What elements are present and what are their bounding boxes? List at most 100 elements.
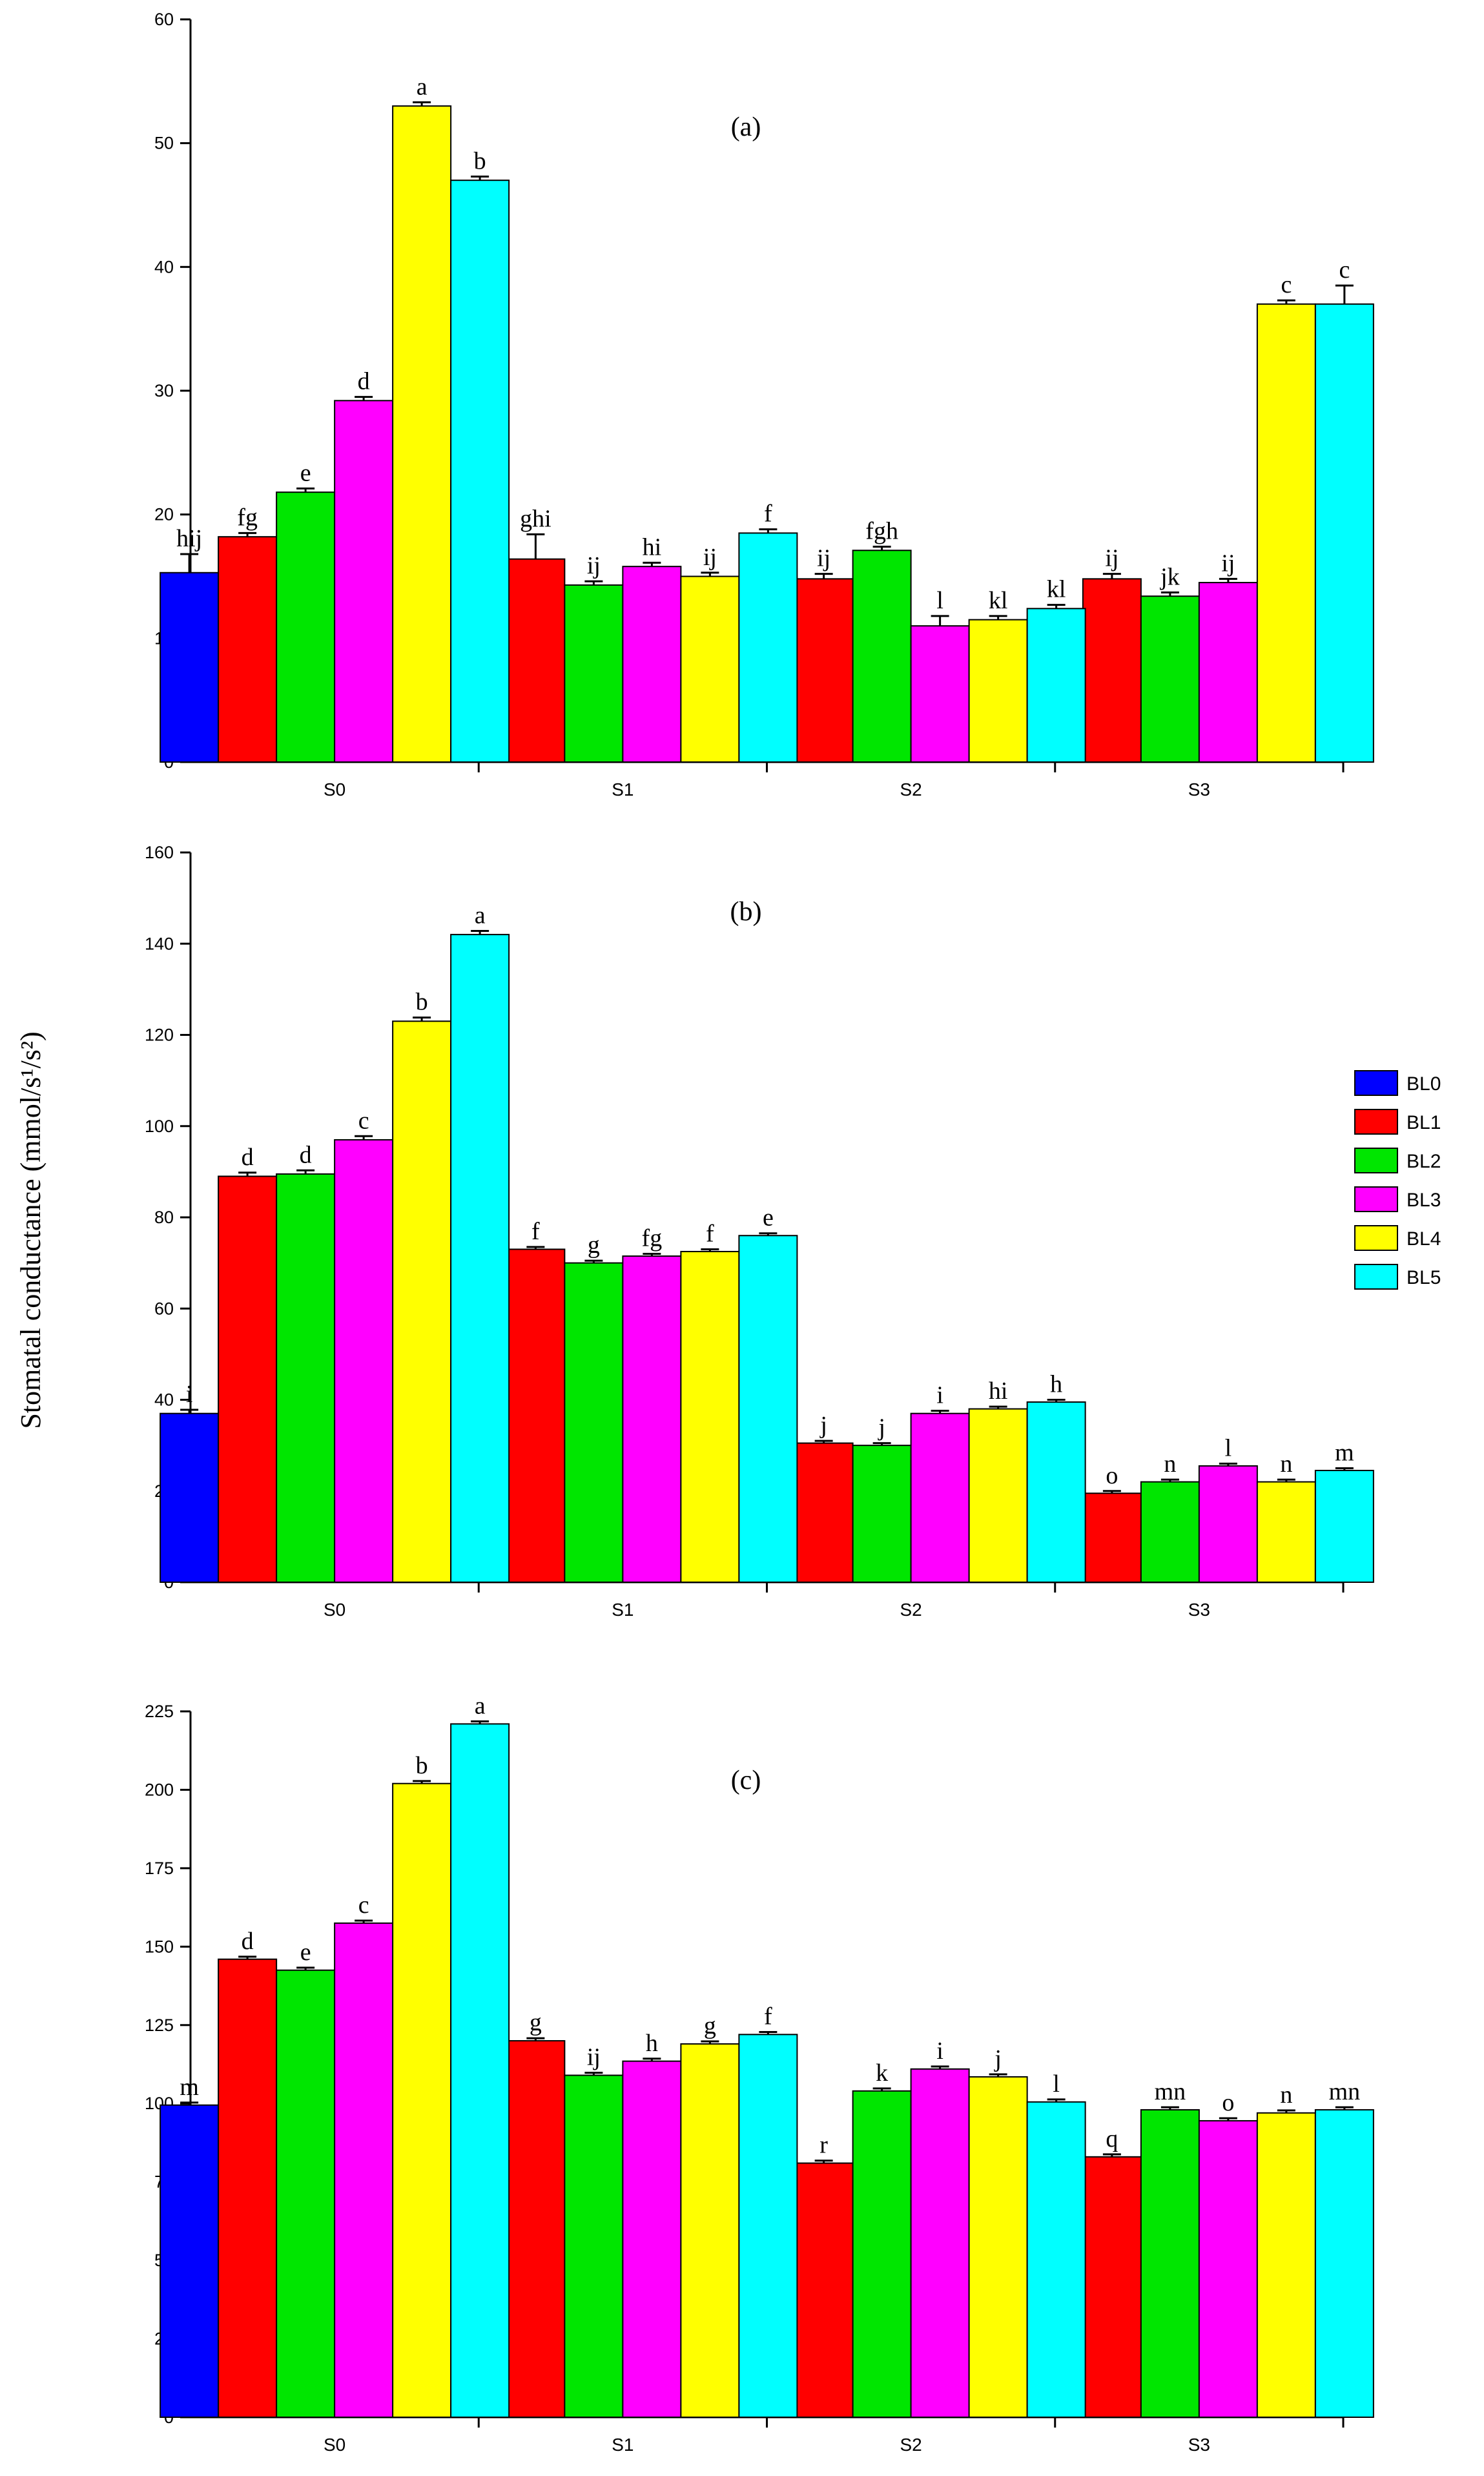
significance-label: h [1050,1371,1062,1398]
significance-label: ghi [520,505,551,532]
y-tick-label: 120 [145,1026,174,1045]
y-tick-label: 100 [145,1117,174,1136]
bar-bl1-s1 [506,558,566,763]
x-category-label: S1 [612,1600,634,1620]
significance-label: g [704,2012,716,2039]
significance-label: ij [703,544,717,571]
bar-bl5-s2 [1026,1401,1086,1583]
significance-label: a [417,73,428,100]
bar-bl5-s1 [738,2034,798,2418]
y-tick-label: 225 [145,1702,174,1721]
x-category-label: S0 [324,779,345,800]
bar-bl3-s3 [1198,1465,1258,1583]
bar-bl5-s2 [1026,2101,1086,2418]
legend-swatch-bl1 [1354,1109,1398,1135]
significance-label: r [819,2132,828,2159]
bar-bl0-s0 [160,572,220,763]
significance-label: i [936,2038,943,2065]
significance-label: i [936,1381,943,1408]
significance-label: hij [176,525,202,552]
bar-bl2-s1 [564,1262,624,1583]
significance-label: h [646,2030,658,2057]
legend-swatch-bl4 [1354,1225,1398,1251]
y-tick-label: 140 [145,934,174,953]
legend: BL0 BL1 BL2 BL3 BL4 BL5 [1354,1070,1441,1290]
bar-bl2-s0 [276,1969,336,2418]
x-category-label: S2 [900,779,922,800]
bar-bl3-s3 [1198,2120,1258,2418]
x-category-label: S2 [900,1600,922,1620]
y-tick-label: 30 [154,381,174,400]
bar-bl4-s0 [392,1020,452,1583]
bar-bl1-s1 [506,2040,566,2418]
x-category-label: S0 [324,1600,345,1620]
significance-label: b [416,989,428,1016]
significance-label: kl [1047,576,1066,603]
significance-label: l [1225,1434,1232,1461]
x-category-label: S0 [324,2435,345,2455]
bar-bl1-s3 [1082,578,1142,763]
bar-bl2-s1 [564,2074,624,2418]
significance-label: b [416,1752,428,1779]
significance-label: g [588,1232,600,1259]
significance-label: c [1281,271,1292,298]
bar-bl4-s3 [1256,303,1316,763]
significance-label: fgh [865,518,898,545]
bar-bl3-s3 [1198,582,1258,763]
x-category-label: S3 [1188,2435,1210,2455]
bar-bl5-s2 [1026,608,1086,763]
bar-bl2-s0 [276,1173,336,1583]
significance-label: e [763,1204,774,1232]
significance-label: l [936,587,943,614]
y-tick-label: 160 [145,843,174,862]
significance-label: a [475,1693,486,1720]
significance-label: c [1339,256,1350,284]
panel-1: 0102030405060S0S1S2S3hijlmmfgghiijijeijf… [154,10,1374,800]
significance-label: m [180,2074,199,2101]
significance-label: fg [642,1225,663,1252]
x-category-label: S1 [612,779,634,800]
significance-label: kl [989,587,1008,614]
y-tick-label: 50 [154,134,174,153]
bar-bl5-s3 [1314,303,1374,763]
bar-bl3-s1 [622,1255,682,1583]
significance-label: f [531,1218,540,1245]
y-tick-label: 60 [154,10,174,29]
bar-bl1-s0 [218,1175,278,1583]
bar-bl5-s1 [738,532,798,763]
bar-bl2-s1 [564,584,624,763]
x-category-label: S2 [900,2435,922,2455]
bar-bl4-s1 [680,2043,740,2419]
bar-bl3-s2 [910,625,970,763]
bar-bl5-s0 [450,1723,510,2418]
panel-2: 020406080100120140160S0S1S2S3ikopdfjodgj… [145,843,1374,1620]
bar-bl1-s2 [794,1442,854,1583]
legend-label-bl2: BL2 [1407,1151,1441,1172]
significance-label: l [1053,2070,1060,2098]
significance-label: o [1106,1462,1118,1489]
significance-label: mn [1155,2078,1186,2105]
significance-label: g [530,2009,542,2036]
significance-label: f [706,1220,714,1247]
significance-label: f [764,500,772,528]
bar-bl2-s3 [1140,595,1200,763]
bar-bl0-s0 [160,1412,220,1583]
significance-label: q [1106,2125,1118,2152]
legend-label-bl0: BL0 [1407,1073,1441,1095]
bar-bl5-s3 [1314,1469,1374,1583]
bar-bl4-s2 [968,1408,1028,1583]
significance-label: ij [587,2044,601,2071]
significance-label: k [876,2059,888,2087]
significance-label: m [1335,1439,1354,1466]
bar-bl3-s2 [910,1412,970,1583]
y-tick-label: 200 [145,1780,174,1799]
bar-bl4-s2 [968,619,1028,763]
x-category-label: S1 [612,2435,634,2455]
panel-title: (b) [730,897,762,927]
significance-label: fg [237,504,258,531]
bar-bl4-s1 [680,575,740,763]
bar-bl1-s2 [794,2162,854,2419]
significance-label: ij [817,545,830,572]
bar-bl4-s0 [392,1782,452,2419]
